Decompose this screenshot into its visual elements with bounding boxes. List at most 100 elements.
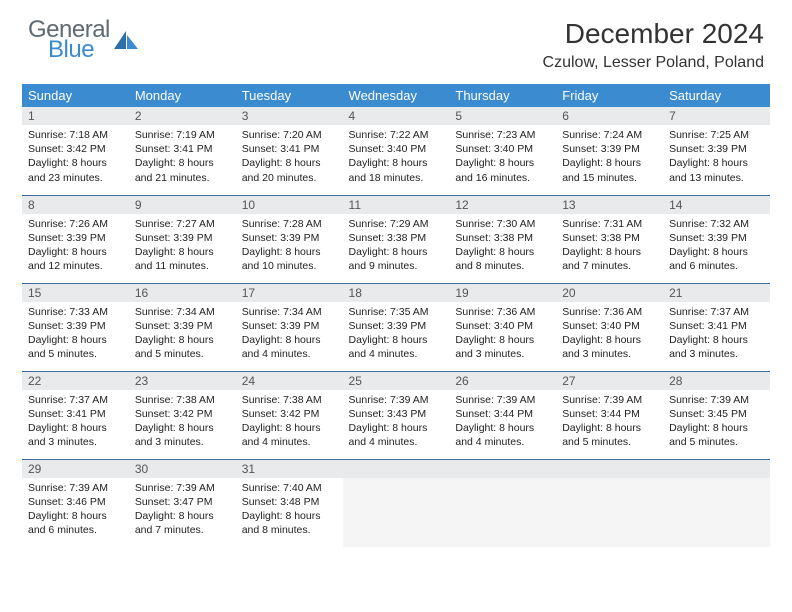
sunrise-line: Sunrise: 7:39 AM xyxy=(562,393,657,407)
sunset-line: Sunset: 3:39 PM xyxy=(242,319,337,333)
sunset-line: Sunset: 3:40 PM xyxy=(455,142,550,156)
sunset-line: Sunset: 3:38 PM xyxy=(455,231,550,245)
calendar-table: Sunday Monday Tuesday Wednesday Thursday… xyxy=(22,84,770,547)
col-friday: Friday xyxy=(556,84,663,107)
daylight-line: Daylight: 8 hours and 23 minutes. xyxy=(28,156,123,184)
calendar-cell: 25Sunrise: 7:39 AMSunset: 3:43 PMDayligh… xyxy=(343,371,450,459)
sunset-line: Sunset: 3:42 PM xyxy=(28,142,123,156)
day-number-empty xyxy=(343,460,450,478)
sunrise-line: Sunrise: 7:39 AM xyxy=(455,393,550,407)
calendar-cell: 10Sunrise: 7:28 AMSunset: 3:39 PMDayligh… xyxy=(236,195,343,283)
day-number: 18 xyxy=(343,284,450,302)
calendar-cell xyxy=(449,459,556,547)
sail-icon xyxy=(112,29,140,51)
calendar-cell: 20Sunrise: 7:36 AMSunset: 3:40 PMDayligh… xyxy=(556,283,663,371)
day-details: Sunrise: 7:24 AMSunset: 3:39 PMDaylight:… xyxy=(556,125,663,189)
day-details: Sunrise: 7:20 AMSunset: 3:41 PMDaylight:… xyxy=(236,125,343,189)
daylight-line: Daylight: 8 hours and 9 minutes. xyxy=(349,245,444,273)
day-details: Sunrise: 7:18 AMSunset: 3:42 PMDaylight:… xyxy=(22,125,129,189)
sunrise-line: Sunrise: 7:29 AM xyxy=(349,217,444,231)
day-number: 22 xyxy=(22,372,129,390)
sunrise-line: Sunrise: 7:37 AM xyxy=(669,305,764,319)
daylight-line: Daylight: 8 hours and 6 minutes. xyxy=(669,245,764,273)
day-number-empty xyxy=(449,460,556,478)
calendar-cell: 9Sunrise: 7:27 AMSunset: 3:39 PMDaylight… xyxy=(129,195,236,283)
calendar-cell: 4Sunrise: 7:22 AMSunset: 3:40 PMDaylight… xyxy=(343,107,450,195)
calendar-row: 29Sunrise: 7:39 AMSunset: 3:46 PMDayligh… xyxy=(22,459,770,547)
calendar-cell xyxy=(556,459,663,547)
day-number: 8 xyxy=(22,196,129,214)
sunrise-line: Sunrise: 7:28 AM xyxy=(242,217,337,231)
day-details: Sunrise: 7:25 AMSunset: 3:39 PMDaylight:… xyxy=(663,125,770,189)
day-number: 17 xyxy=(236,284,343,302)
day-number-empty xyxy=(556,460,663,478)
sunrise-line: Sunrise: 7:36 AM xyxy=(562,305,657,319)
day-number: 13 xyxy=(556,196,663,214)
calendar-cell: 6Sunrise: 7:24 AMSunset: 3:39 PMDaylight… xyxy=(556,107,663,195)
day-details: Sunrise: 7:30 AMSunset: 3:38 PMDaylight:… xyxy=(449,214,556,278)
page-header: General Blue December 2024 Czulow, Lesse… xyxy=(0,0,792,76)
sunrise-line: Sunrise: 7:39 AM xyxy=(28,481,123,495)
day-number: 24 xyxy=(236,372,343,390)
calendar-cell: 29Sunrise: 7:39 AMSunset: 3:46 PMDayligh… xyxy=(22,459,129,547)
day-number: 23 xyxy=(129,372,236,390)
col-thursday: Thursday xyxy=(449,84,556,107)
calendar-cell: 13Sunrise: 7:31 AMSunset: 3:38 PMDayligh… xyxy=(556,195,663,283)
day-number: 29 xyxy=(22,460,129,478)
sunset-line: Sunset: 3:38 PM xyxy=(562,231,657,245)
sunset-line: Sunset: 3:39 PM xyxy=(349,319,444,333)
daylight-line: Daylight: 8 hours and 13 minutes. xyxy=(669,156,764,184)
sunset-line: Sunset: 3:44 PM xyxy=(562,407,657,421)
sunrise-line: Sunrise: 7:27 AM xyxy=(135,217,230,231)
day-details: Sunrise: 7:36 AMSunset: 3:40 PMDaylight:… xyxy=(556,302,663,366)
sunset-line: Sunset: 3:39 PM xyxy=(135,231,230,245)
daylight-line: Daylight: 8 hours and 21 minutes. xyxy=(135,156,230,184)
daylight-line: Daylight: 8 hours and 5 minutes. xyxy=(669,421,764,449)
sunset-line: Sunset: 3:39 PM xyxy=(669,231,764,245)
calendar-body: 1Sunrise: 7:18 AMSunset: 3:42 PMDaylight… xyxy=(22,107,770,547)
day-details: Sunrise: 7:39 AMSunset: 3:47 PMDaylight:… xyxy=(129,478,236,542)
day-details: Sunrise: 7:34 AMSunset: 3:39 PMDaylight:… xyxy=(129,302,236,366)
day-details: Sunrise: 7:38 AMSunset: 3:42 PMDaylight:… xyxy=(129,390,236,454)
calendar-cell: 22Sunrise: 7:37 AMSunset: 3:41 PMDayligh… xyxy=(22,371,129,459)
day-details: Sunrise: 7:34 AMSunset: 3:39 PMDaylight:… xyxy=(236,302,343,366)
sunset-line: Sunset: 3:39 PM xyxy=(562,142,657,156)
title-block: December 2024 Czulow, Lesser Poland, Pol… xyxy=(543,18,764,72)
sunrise-line: Sunrise: 7:40 AM xyxy=(242,481,337,495)
sunrise-line: Sunrise: 7:18 AM xyxy=(28,128,123,142)
sunrise-line: Sunrise: 7:30 AM xyxy=(455,217,550,231)
page-title: December 2024 xyxy=(543,18,764,50)
day-number: 25 xyxy=(343,372,450,390)
daylight-line: Daylight: 8 hours and 4 minutes. xyxy=(349,333,444,361)
day-details: Sunrise: 7:33 AMSunset: 3:39 PMDaylight:… xyxy=(22,302,129,366)
col-sunday: Sunday xyxy=(22,84,129,107)
day-number: 30 xyxy=(129,460,236,478)
daylight-line: Daylight: 8 hours and 3 minutes. xyxy=(669,333,764,361)
day-number: 15 xyxy=(22,284,129,302)
daylight-line: Daylight: 8 hours and 3 minutes. xyxy=(562,333,657,361)
sunrise-line: Sunrise: 7:20 AM xyxy=(242,128,337,142)
daylight-line: Daylight: 8 hours and 5 minutes. xyxy=(562,421,657,449)
daylight-line: Daylight: 8 hours and 7 minutes. xyxy=(562,245,657,273)
sunset-line: Sunset: 3:41 PM xyxy=(28,407,123,421)
sunset-line: Sunset: 3:42 PM xyxy=(242,407,337,421)
calendar-cell: 7Sunrise: 7:25 AMSunset: 3:39 PMDaylight… xyxy=(663,107,770,195)
daylight-line: Daylight: 8 hours and 3 minutes. xyxy=(28,421,123,449)
calendar-cell: 24Sunrise: 7:38 AMSunset: 3:42 PMDayligh… xyxy=(236,371,343,459)
calendar-cell: 23Sunrise: 7:38 AMSunset: 3:42 PMDayligh… xyxy=(129,371,236,459)
sunset-line: Sunset: 3:42 PM xyxy=(135,407,230,421)
col-wednesday: Wednesday xyxy=(343,84,450,107)
calendar-cell: 8Sunrise: 7:26 AMSunset: 3:39 PMDaylight… xyxy=(22,195,129,283)
day-details: Sunrise: 7:36 AMSunset: 3:40 PMDaylight:… xyxy=(449,302,556,366)
sunset-line: Sunset: 3:41 PM xyxy=(669,319,764,333)
calendar-cell: 28Sunrise: 7:39 AMSunset: 3:45 PMDayligh… xyxy=(663,371,770,459)
calendar-cell: 30Sunrise: 7:39 AMSunset: 3:47 PMDayligh… xyxy=(129,459,236,547)
sunset-line: Sunset: 3:43 PM xyxy=(349,407,444,421)
logo: General Blue xyxy=(28,18,140,62)
day-details: Sunrise: 7:29 AMSunset: 3:38 PMDaylight:… xyxy=(343,214,450,278)
day-details: Sunrise: 7:19 AMSunset: 3:41 PMDaylight:… xyxy=(129,125,236,189)
calendar-cell: 16Sunrise: 7:34 AMSunset: 3:39 PMDayligh… xyxy=(129,283,236,371)
day-number: 9 xyxy=(129,196,236,214)
sunset-line: Sunset: 3:47 PM xyxy=(135,495,230,509)
day-details: Sunrise: 7:22 AMSunset: 3:40 PMDaylight:… xyxy=(343,125,450,189)
